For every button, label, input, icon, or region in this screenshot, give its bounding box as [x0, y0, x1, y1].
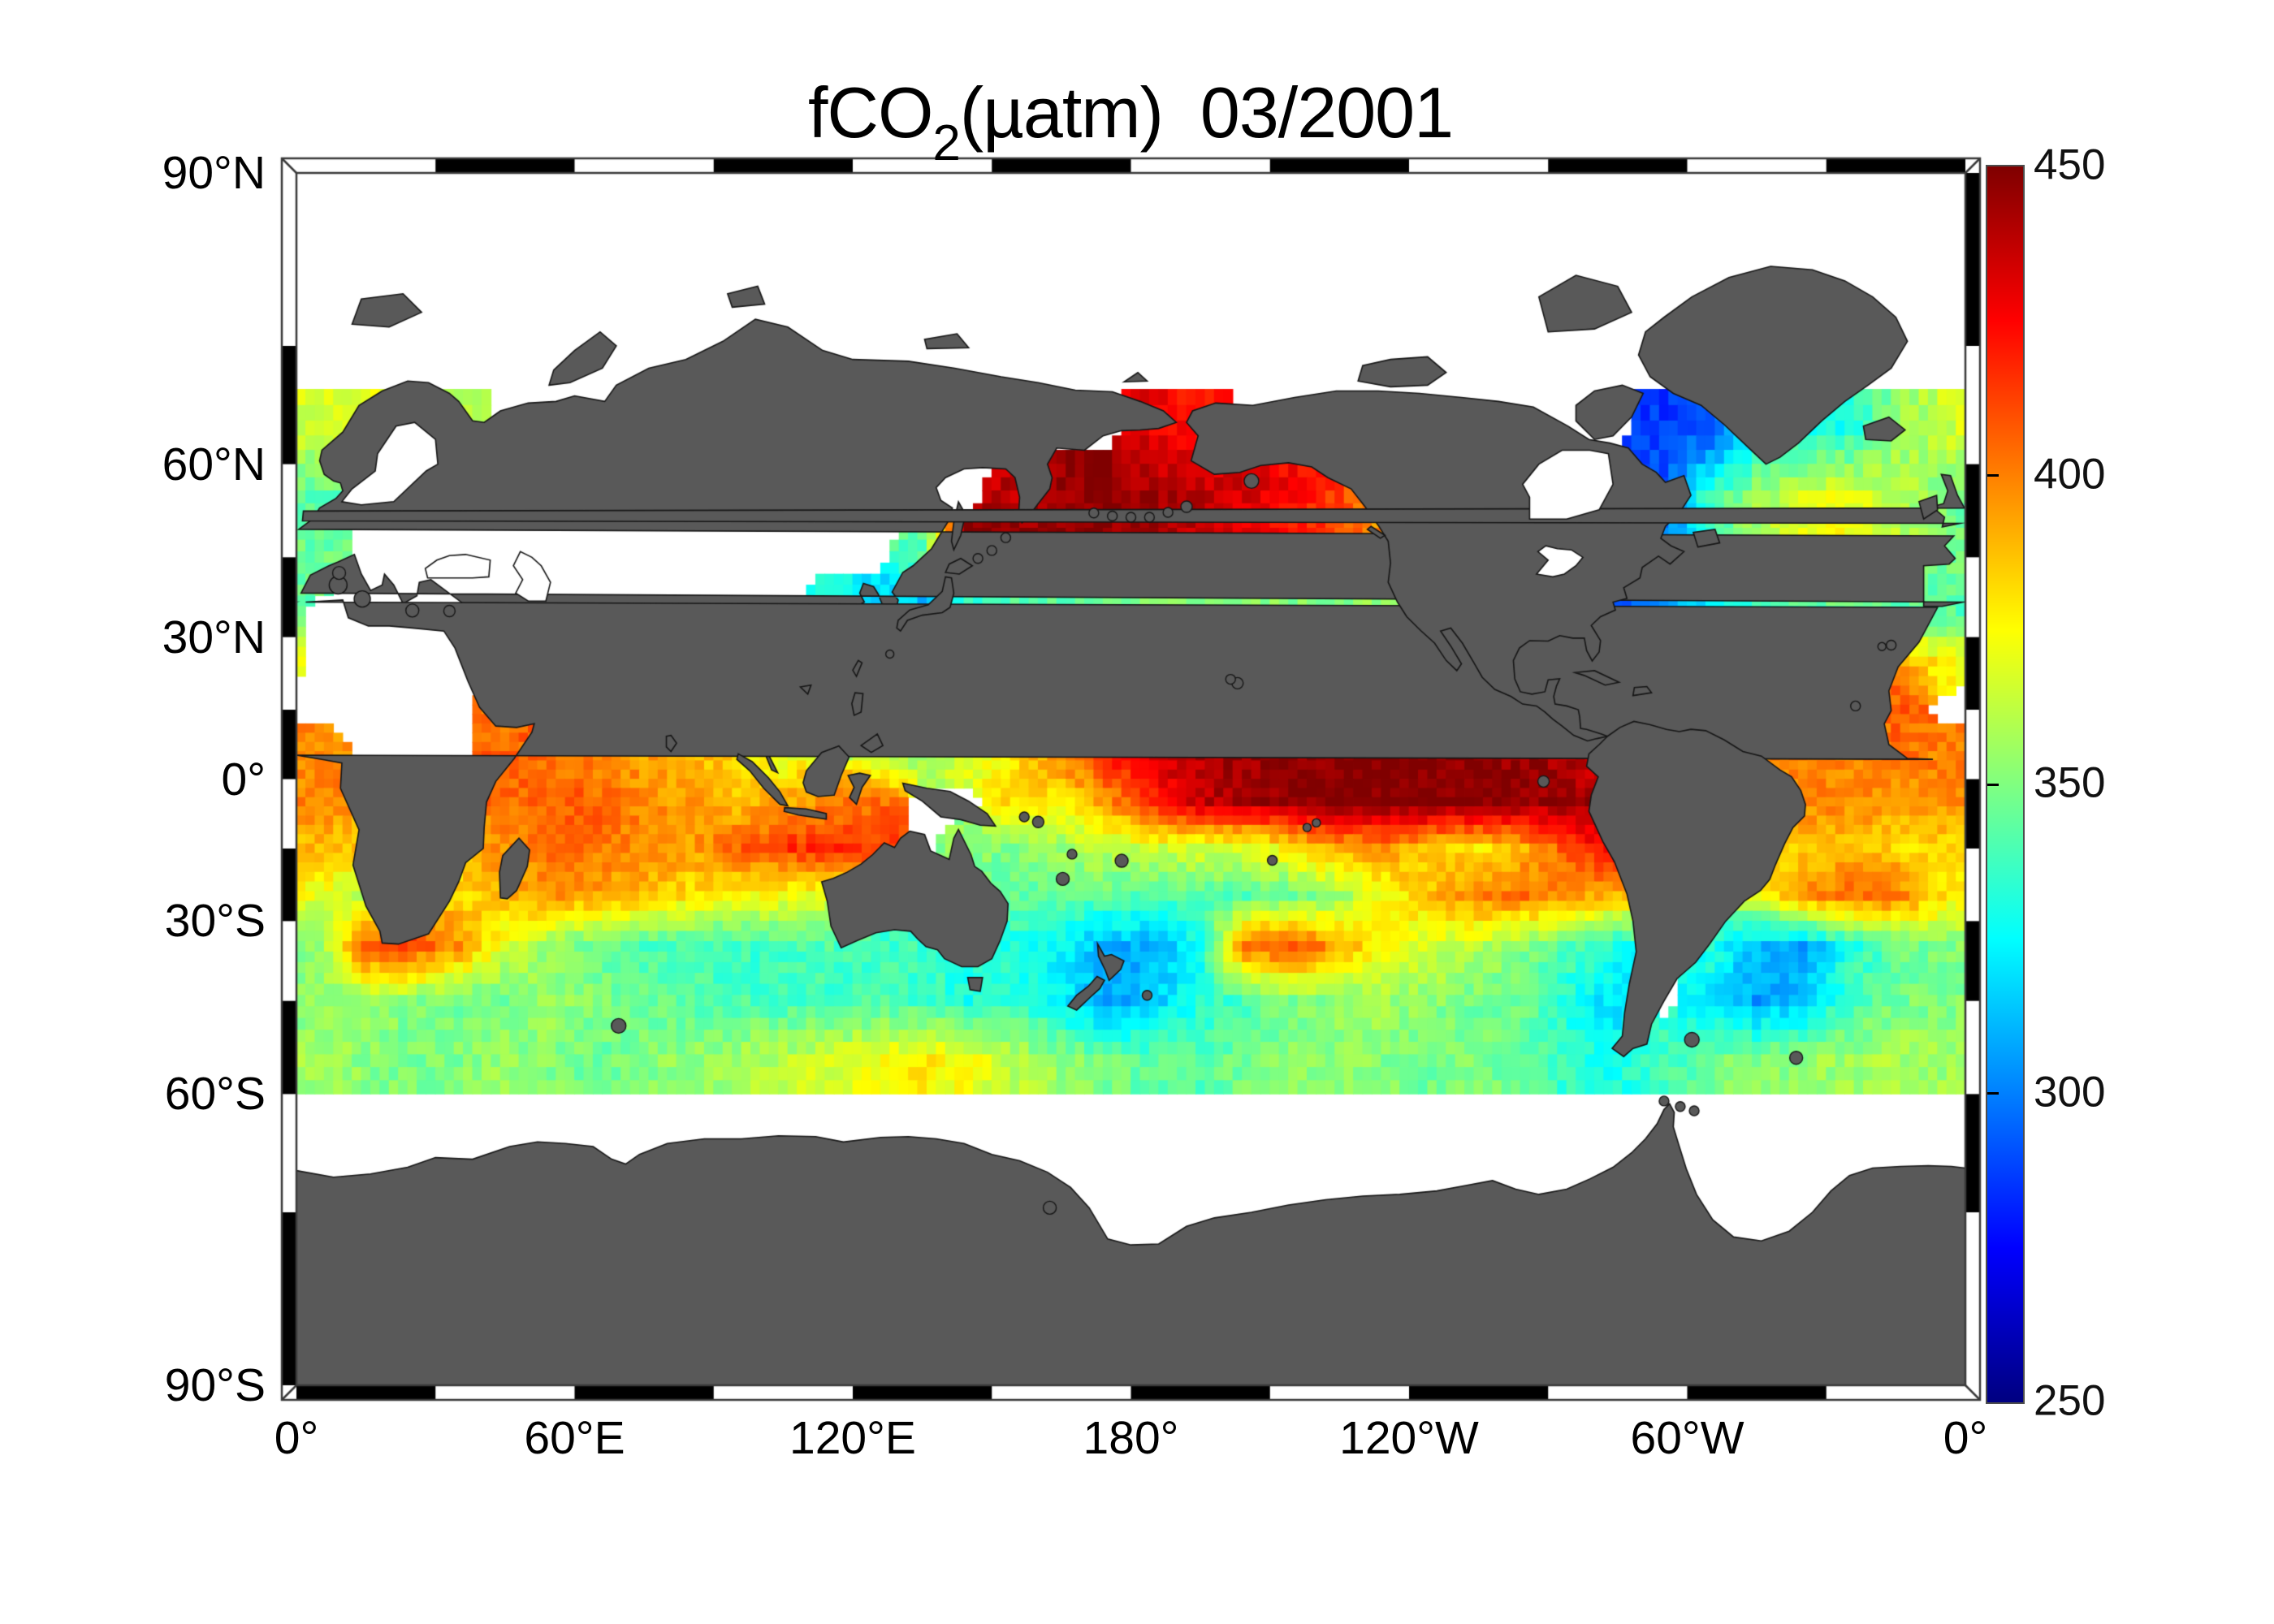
plot-title: fCO2(µatm) 03/2001 — [724, 71, 1537, 172]
colorbar — [1986, 165, 2025, 1404]
title-subscript: 2 — [932, 115, 960, 171]
colorbar-tick-label: 450 — [2034, 140, 2106, 189]
lon-tick-label: 60°E — [524, 1412, 625, 1464]
colorbar-tick-label: 350 — [2034, 758, 2106, 807]
colorbar-tick-label: 300 — [2034, 1068, 2106, 1116]
title-variable: fCO — [807, 72, 933, 153]
colorbar-tick-label: 400 — [2034, 450, 2106, 498]
lat-tick-label: 30°S — [164, 895, 266, 948]
lat-tick-label: 60°S — [164, 1068, 266, 1121]
lon-tick-label: 60°W — [1630, 1412, 1744, 1464]
lon-tick-label: 0° — [274, 1412, 319, 1464]
colorbar-tick — [1987, 474, 1999, 477]
lon-tick-label: 0° — [1943, 1412, 1988, 1464]
colorbar-tick — [1987, 783, 1999, 786]
colorbar-tick-label: 250 — [2034, 1376, 2106, 1425]
lat-tick-label: 60°N — [162, 438, 266, 490]
title-unit: (µatm) — [959, 72, 1164, 153]
colorbar-tick — [1987, 1092, 1999, 1095]
lon-tick-label: 120°W — [1339, 1412, 1479, 1464]
lat-tick-label: 90°S — [164, 1359, 266, 1411]
lat-tick-label: 90°N — [162, 147, 266, 199]
lon-tick-label: 120°E — [789, 1412, 916, 1464]
lat-tick-label: 0° — [221, 753, 266, 806]
title-date: 03/2001 — [1200, 72, 1454, 153]
lon-tick-label: 180° — [1083, 1412, 1179, 1464]
lat-tick-label: 30°N — [162, 611, 266, 663]
